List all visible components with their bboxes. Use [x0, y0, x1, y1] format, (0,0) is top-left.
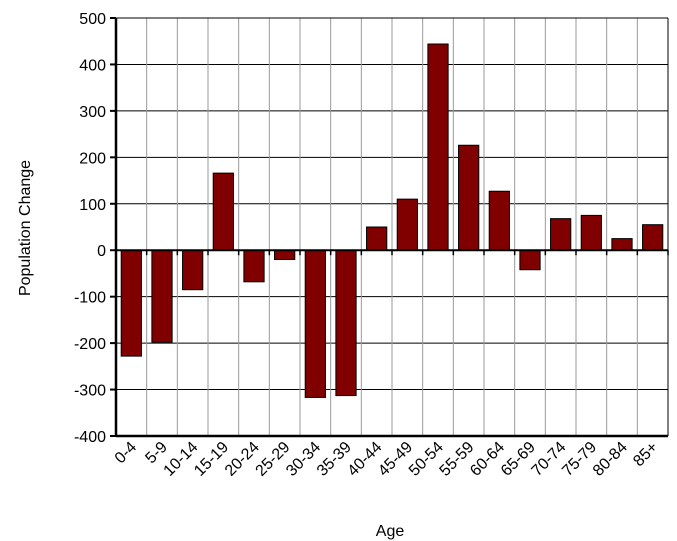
- x-tick-label: 80-84: [590, 439, 631, 480]
- bar: [642, 224, 664, 251]
- y-tick-label: 500: [79, 11, 106, 28]
- bar: [151, 249, 173, 343]
- y-axis-title: Population Change: [17, 160, 34, 296]
- bar: [304, 249, 326, 398]
- x-tick-label: 70-74: [529, 439, 570, 480]
- bar: [580, 214, 602, 251]
- bar: [212, 172, 234, 251]
- y-tick-label: -400: [74, 429, 106, 446]
- bar: [427, 43, 449, 251]
- bar: [182, 249, 204, 291]
- x-tick-label: 45-49: [375, 439, 416, 480]
- bar: [488, 190, 510, 251]
- bars: [120, 43, 664, 398]
- x-tick-label: 50-54: [406, 439, 447, 480]
- axes: [110, 17, 669, 438]
- x-tick-label: 40-44: [345, 439, 386, 480]
- x-tick-labels: 0-4 5-910-1415-1920-2425-2930-3435-3940-4…: [112, 439, 662, 480]
- bar: [458, 144, 480, 251]
- bar: [274, 249, 296, 261]
- bar: [243, 249, 265, 283]
- bar: [366, 226, 388, 251]
- y-tick-label: 400: [79, 57, 106, 74]
- y-tick-label: 300: [79, 104, 106, 121]
- x-tick-label: 25-29: [253, 439, 294, 480]
- y-tick-label: 200: [79, 150, 106, 167]
- x-tick-label: 15-19: [191, 439, 232, 480]
- x-tick-label: 75-79: [559, 439, 600, 480]
- x-tick-label: 85+: [630, 439, 661, 470]
- x-tick-label: 55-59: [437, 439, 478, 480]
- y-tick-label: 0: [97, 243, 106, 260]
- y-tick-labels: 500 400 300 200 100 0 -100 -200 -300 -400: [74, 11, 106, 446]
- bar: [120, 249, 142, 357]
- x-axis-title: Age: [376, 523, 405, 540]
- y-tick-label: 100: [79, 197, 106, 214]
- x-tick-label: 0-4: [112, 439, 140, 467]
- bar: [396, 198, 418, 251]
- x-tick-label: 60-64: [467, 439, 508, 480]
- bar: [519, 249, 541, 271]
- y-tick-label: -100: [74, 290, 106, 307]
- x-tick-label: 10-14: [161, 439, 202, 480]
- bar: [550, 218, 572, 251]
- x-tick-label: 65-69: [498, 439, 539, 480]
- bar: [335, 249, 357, 397]
- y-tick-label: -200: [74, 336, 106, 353]
- y-tick-label: -300: [74, 383, 106, 400]
- bar: [611, 238, 633, 251]
- x-tick-label: 30-34: [283, 439, 324, 480]
- x-tick-label: 20-24: [222, 439, 263, 480]
- x-tick-label: 35-39: [314, 439, 355, 480]
